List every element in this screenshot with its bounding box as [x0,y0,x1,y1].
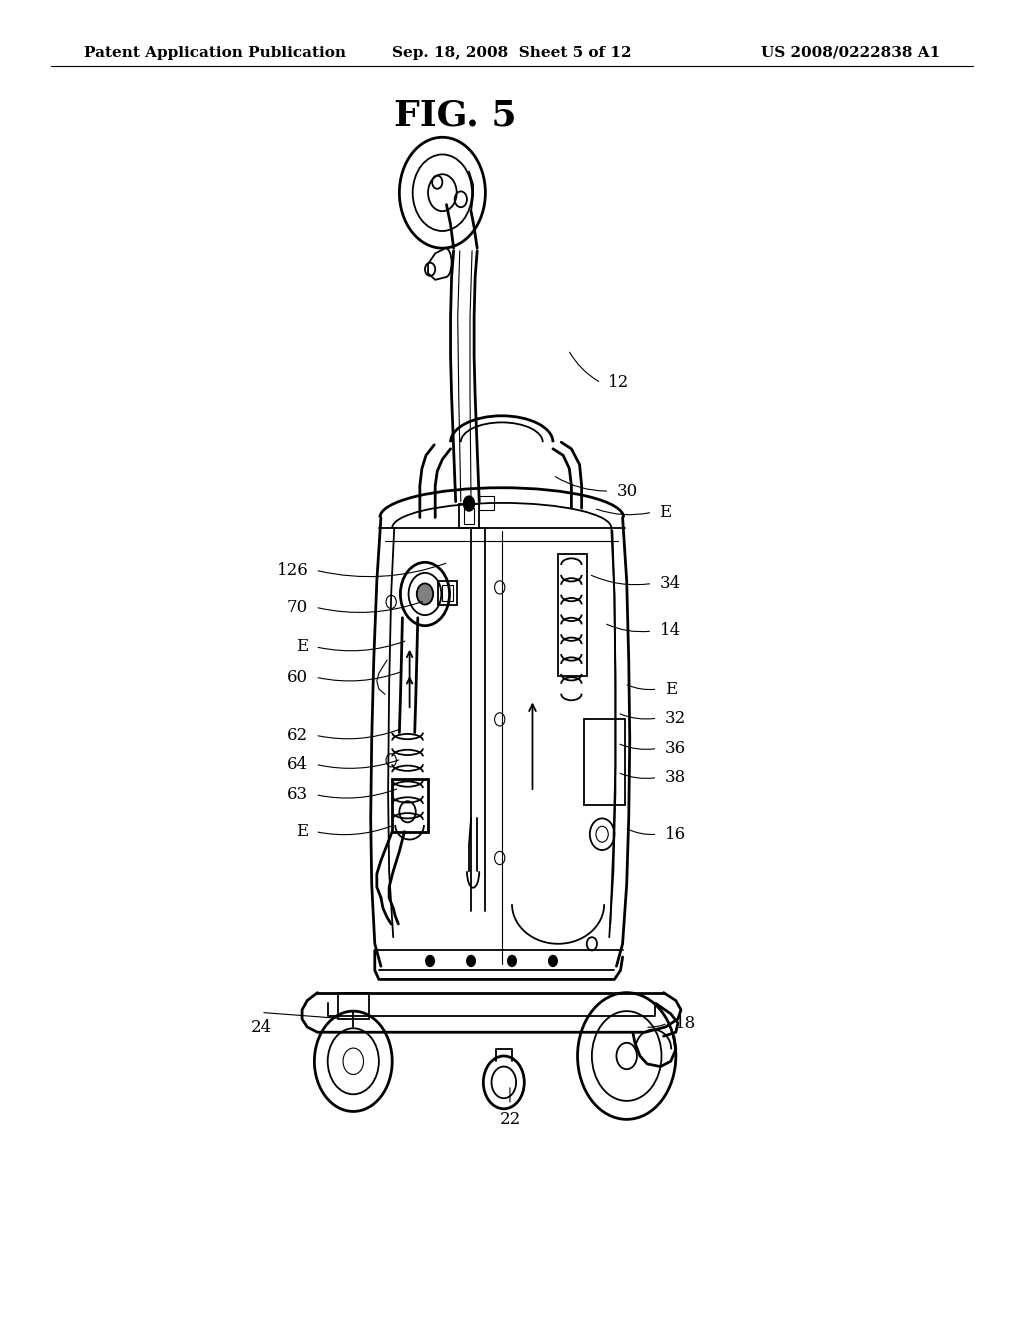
Text: 36: 36 [665,741,686,756]
Text: 126: 126 [276,562,308,578]
Circle shape [508,956,516,966]
Circle shape [417,583,433,605]
Text: 60: 60 [287,669,308,685]
Text: 24: 24 [251,1019,271,1036]
Text: 30: 30 [616,483,638,499]
Text: 38: 38 [665,770,686,785]
Text: 22: 22 [500,1111,520,1129]
Bar [459,504,479,528]
Text: FIG. 5: FIG. 5 [394,99,517,133]
Bar [558,554,587,676]
Circle shape [464,496,474,510]
Text: E: E [296,639,308,655]
Text: 18: 18 [675,1015,696,1031]
Text: E: E [659,504,672,520]
Text: 34: 34 [659,576,681,591]
Bar [464,508,474,524]
Text: E: E [665,681,677,697]
Text: 14: 14 [659,623,681,639]
Bar [338,993,369,1019]
Bar [584,719,625,805]
Text: 70: 70 [287,599,308,615]
Circle shape [426,956,434,966]
Text: 32: 32 [665,710,686,726]
Circle shape [549,956,557,966]
Text: 62: 62 [287,727,308,743]
Text: Patent Application Publication: Patent Application Publication [84,46,346,59]
Text: 64: 64 [287,756,308,772]
Bar [442,585,453,601]
Text: 12: 12 [608,375,630,391]
Text: US 2008/0222838 A1: US 2008/0222838 A1 [761,46,940,59]
Text: E: E [296,824,308,840]
Bar [438,581,457,605]
Text: Sep. 18, 2008  Sheet 5 of 12: Sep. 18, 2008 Sheet 5 of 12 [392,46,632,59]
Text: 63: 63 [287,787,308,803]
Bar [479,496,494,510]
Text: 16: 16 [665,826,686,842]
Circle shape [467,956,475,966]
Bar [392,779,428,832]
